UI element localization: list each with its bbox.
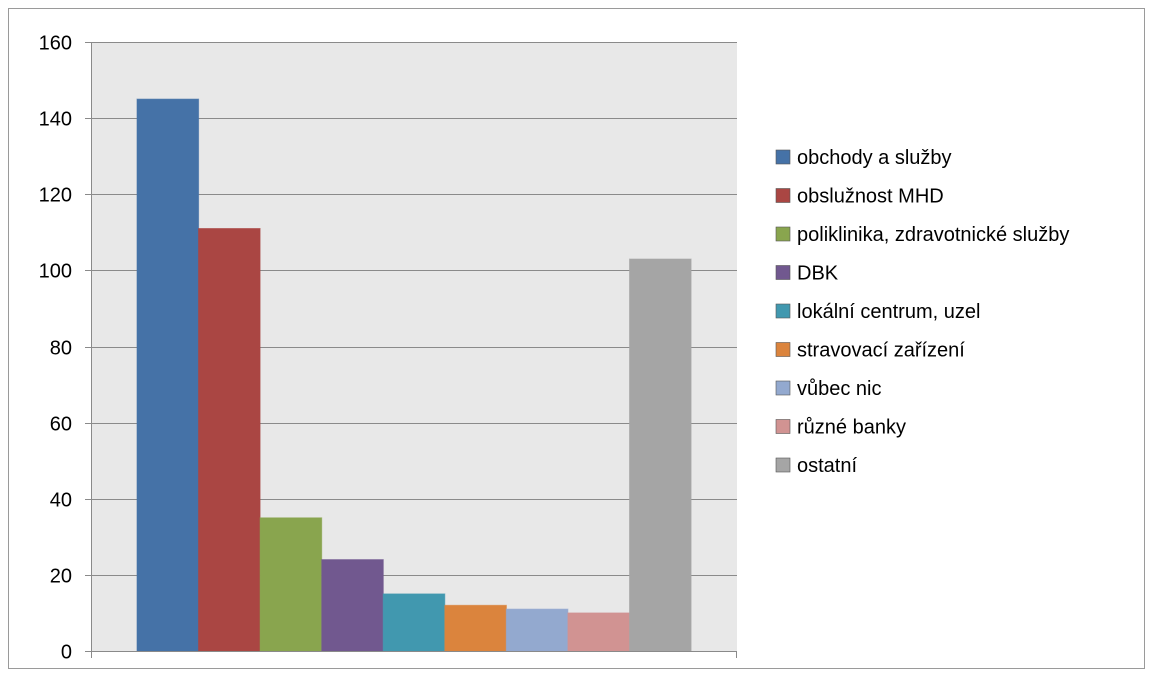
y-tick-label: 0: [61, 642, 72, 664]
y-axis: 0 20 40 60 80 100 120 140 160: [39, 33, 737, 664]
legend-swatch: [775, 419, 791, 434]
y-tick-label: 20: [50, 566, 72, 588]
legend-swatch: [775, 342, 791, 357]
legend-swatch: [775, 303, 791, 319]
bar-6: [444, 604, 507, 652]
legend-label: obslužnost MHD: [797, 186, 944, 208]
legend-swatch: [775, 149, 791, 165]
legend-label: stravovací zařízení: [797, 340, 965, 362]
y-tick-label: 100: [39, 261, 72, 283]
y-tick-label: 120: [39, 185, 72, 207]
y-tick-label: 40: [50, 490, 72, 512]
bar-7: [505, 608, 569, 652]
legend-swatch: [775, 226, 791, 242]
legend-label: DBK: [797, 263, 839, 285]
bar-8: [567, 612, 631, 652]
bars: [136, 98, 692, 652]
legend-swatch: [775, 265, 791, 280]
bar-5: [382, 593, 446, 652]
legend-swatch: [775, 380, 791, 396]
bar-1: [136, 98, 200, 652]
legend-swatch: [775, 457, 791, 473]
legend-label: ostatní: [797, 455, 857, 477]
bar-3: [259, 517, 323, 652]
legend-swatch: [775, 188, 791, 203]
legend-label: lokální centrum, uzel: [797, 301, 980, 323]
legend-label: vůbec nic: [797, 378, 882, 400]
y-tick-label: 160: [39, 33, 72, 55]
legend-label: různé banky: [797, 417, 906, 439]
legend-label: obchody a služby: [797, 147, 952, 169]
legend-label: poliklinika, zdravotnické služby: [797, 224, 1069, 246]
y-tick-label: 140: [39, 109, 72, 131]
y-tick-label: 60: [50, 414, 72, 436]
bar-2: [198, 228, 261, 652]
bar-4: [321, 559, 384, 652]
y-tick-label: 80: [50, 338, 72, 360]
bar-9: [629, 258, 692, 652]
legend: obchody a služby obslužnost MHD poliklinik…: [775, 147, 1069, 477]
